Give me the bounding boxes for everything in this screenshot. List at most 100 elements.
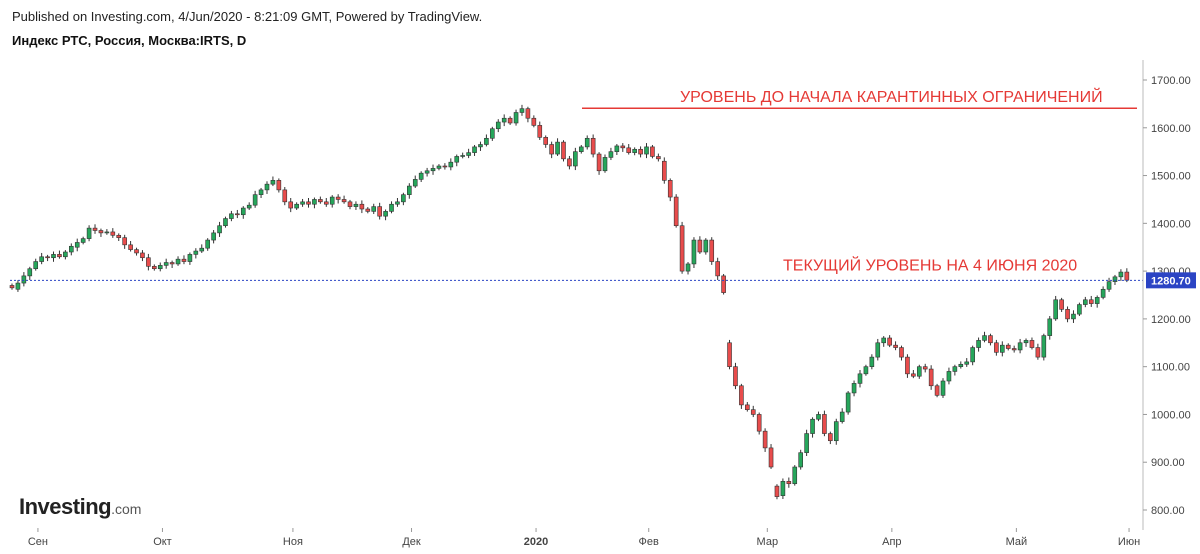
candle-body: [828, 433, 833, 442]
logo-domain: .com: [111, 501, 142, 517]
candle-body: [57, 254, 62, 258]
candle-body: [816, 414, 821, 420]
candle-body: [899, 347, 904, 358]
candle-body: [573, 151, 578, 167]
candle-body: [1106, 281, 1112, 290]
candle-body: [312, 199, 317, 205]
candle-body: [928, 368, 934, 387]
candle-body: [976, 340, 981, 348]
candle-body: [519, 108, 525, 113]
price-axis: 1700.001600.001500.001400.001300.001200.…: [28, 60, 1196, 548]
candle-body: [982, 335, 987, 341]
candle-body: [39, 256, 44, 262]
candle-body: [673, 196, 679, 227]
candle-body: [252, 194, 258, 206]
candle-body: [578, 146, 584, 152]
candle-body: [318, 199, 323, 203]
candle-body: [217, 225, 222, 234]
candle-body: [424, 170, 430, 174]
x-tick-label: Ноя: [283, 536, 303, 548]
candle-body: [45, 256, 50, 259]
current-price-badge: [1146, 272, 1196, 289]
candle-body: [223, 218, 228, 227]
y-tick-label: 800.00: [1151, 505, 1185, 517]
candle-body: [1011, 348, 1017, 351]
candle-body: [430, 168, 436, 172]
candle-body: [590, 137, 596, 155]
candle-body: [211, 232, 216, 241]
candle-body: [922, 366, 928, 370]
y-tick-label: 1100.00: [1151, 362, 1190, 374]
candle-body: [507, 117, 513, 124]
candle-body: [442, 165, 448, 168]
x-tick-label: Окт: [153, 536, 172, 548]
candle-body: [952, 366, 958, 372]
candle-body: [9, 285, 15, 289]
candle-body: [774, 485, 780, 497]
candle-body: [353, 203, 359, 207]
candle-body: [454, 156, 460, 163]
candle-body: [602, 157, 608, 172]
candle-body: [235, 213, 240, 216]
candle-body: [495, 121, 501, 130]
current-level-label: ТЕКУЩИЙ УРОВЕНЬ НА 4 ИЮНЯ 2020: [783, 255, 1077, 274]
candle-body: [1065, 309, 1070, 320]
candle-body: [780, 481, 786, 496]
candle-body: [1047, 318, 1053, 336]
y-tick-label: 1200.00: [1151, 314, 1191, 326]
candle-body: [110, 231, 116, 236]
candle-body: [632, 148, 637, 153]
candle-body: [715, 261, 720, 277]
candle-body: [478, 144, 483, 148]
candles-layer: [9, 104, 1130, 500]
candle-body: [525, 108, 531, 119]
candle-body: [300, 201, 305, 205]
candle-body: [407, 185, 412, 195]
candle-body: [1077, 304, 1082, 315]
candle-body: [608, 151, 614, 158]
candle-body: [650, 146, 655, 157]
candle-body: [679, 225, 685, 272]
candle-body: [804, 433, 809, 453]
candle-body: [181, 258, 187, 262]
candle-body: [270, 180, 276, 185]
candle-body: [15, 282, 21, 290]
candle-body: [1071, 313, 1076, 320]
candle-body: [869, 356, 875, 367]
candle-body: [1088, 299, 1094, 304]
candle-body: [768, 447, 774, 468]
candle-body: [205, 239, 210, 249]
pre-quarantine-level-label: УРОВЕНЬ ДО НАЧАЛА КАРАНТИННЫХ ОГРАНИЧЕНИ…: [680, 87, 1103, 106]
candle-body: [1053, 299, 1058, 320]
candle-body: [21, 275, 27, 284]
candle-body: [970, 347, 975, 363]
candle-body: [596, 153, 602, 172]
candle-body: [401, 194, 406, 203]
candle-body: [555, 141, 560, 155]
y-tick-label: 1600.00: [1151, 123, 1191, 135]
candle-body: [709, 239, 715, 262]
candle-body: [667, 180, 673, 198]
candle-body: [881, 337, 887, 344]
candle-body: [258, 189, 264, 195]
candle-body: [733, 366, 738, 387]
investing-logo[interactable]: Investing.com: [19, 494, 141, 520]
candle-body: [810, 418, 815, 434]
candle-body: [1029, 340, 1035, 348]
candle-body: [614, 145, 620, 152]
candle-body: [958, 363, 964, 367]
candle-body: [916, 366, 922, 377]
candle-body: [122, 237, 127, 246]
candle-body: [152, 266, 157, 270]
candle-body: [549, 144, 554, 155]
x-tick-label: 2020: [524, 536, 548, 548]
candle-body: [199, 247, 205, 252]
candle-body: [567, 158, 572, 167]
candle-body: [691, 239, 697, 265]
candle-body: [288, 201, 294, 209]
candle-body: [86, 227, 92, 239]
logo-brand: Investing: [19, 494, 112, 519]
candle-body: [644, 146, 649, 155]
candle-body: [347, 201, 353, 207]
